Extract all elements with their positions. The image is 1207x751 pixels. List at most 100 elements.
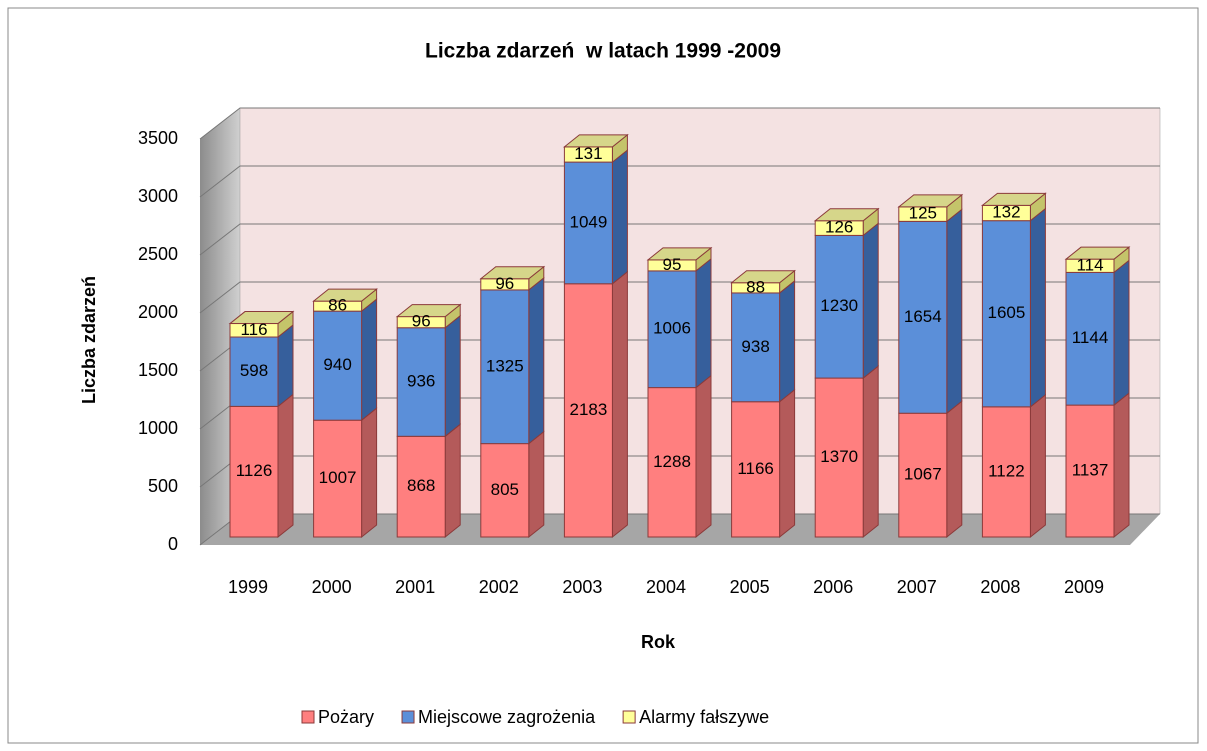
bar (647, 270, 697, 389)
x-tick-label: 2007 (897, 577, 937, 597)
x-tick-label: 2004 (646, 577, 686, 597)
data-label: 1288 (653, 452, 691, 471)
data-label: 116 (240, 320, 267, 339)
bar-top (813, 208, 880, 222)
data-label: 1654 (904, 307, 942, 326)
bar-top (646, 247, 713, 261)
x-tick-label: 2003 (562, 577, 602, 597)
x-tick-label: 2009 (1064, 577, 1104, 597)
bar (229, 336, 279, 407)
bar-top (730, 270, 797, 284)
bar-side (277, 393, 294, 539)
grid-line (199, 165, 1160, 198)
data-label: 1122 (988, 461, 1025, 480)
y-tick-label: 1000 (138, 418, 178, 438)
bar (898, 220, 948, 414)
data-label: 868 (407, 476, 435, 495)
bar-side (1029, 393, 1046, 539)
data-label: 938 (741, 337, 769, 356)
bar-side (1029, 207, 1046, 408)
data-label: 95 (663, 255, 682, 274)
data-label: 126 (825, 218, 853, 237)
bar-side (528, 276, 545, 445)
data-label: 1006 (653, 319, 691, 338)
data-label: 114 (1076, 255, 1103, 274)
bar-side (946, 208, 963, 415)
bar-top (479, 266, 546, 280)
data-label: 1007 (319, 468, 357, 487)
data-label: 1605 (987, 303, 1025, 322)
bar-side (277, 323, 294, 408)
y-axis-label: Liczba zdarzeń (79, 276, 99, 404)
x-tick-label: 2000 (312, 577, 352, 597)
bar-side (361, 298, 378, 422)
y-tick-label: 0 (168, 534, 178, 554)
legend-swatch (622, 710, 636, 724)
bar-side (528, 430, 545, 539)
bar-side (946, 400, 963, 539)
data-label: 96 (495, 274, 514, 293)
bar (480, 443, 530, 538)
data-label: 86 (328, 296, 347, 315)
y-tick-label: 3500 (138, 128, 178, 148)
bar (313, 310, 363, 421)
bar (731, 401, 781, 538)
bar-side (444, 314, 461, 438)
bar-top (1064, 246, 1131, 260)
bar (396, 327, 446, 437)
y-tick-label: 2500 (138, 244, 178, 264)
x-tick-label: 2002 (479, 577, 519, 597)
data-label: 1144 (1072, 328, 1109, 347)
bar-side (444, 423, 461, 539)
bar (981, 406, 1031, 538)
bar (480, 289, 530, 445)
data-label: 805 (491, 480, 519, 499)
bar-side (862, 222, 879, 380)
legend-label: Miejscowe zagrożenia (418, 707, 596, 727)
data-label: 1137 (1072, 461, 1109, 480)
bar-side (779, 279, 796, 403)
bar-side (779, 388, 796, 539)
legend-label: Pożary (318, 707, 374, 727)
x-tick-label: 2001 (395, 577, 435, 597)
legend-swatch (301, 710, 315, 724)
bar-side (1113, 392, 1130, 539)
grid-line (199, 107, 1160, 140)
data-label: 1370 (820, 447, 858, 466)
bar (313, 419, 363, 538)
chart-title: Liczba zdarzeń w latach 1999 -2009 (425, 40, 781, 63)
x-axis-label: Rok (641, 632, 676, 652)
bar (396, 435, 446, 538)
data-label: 125 (909, 204, 937, 223)
data-label: 1230 (820, 296, 858, 315)
bar-top (312, 288, 379, 302)
bar-top (897, 194, 964, 208)
bar (981, 220, 1031, 408)
bar (563, 161, 613, 285)
bar (814, 234, 864, 379)
bar (814, 377, 864, 538)
bar-side (1113, 259, 1130, 407)
bar-top (395, 304, 462, 318)
data-label: 2183 (569, 400, 607, 419)
bar-side (695, 257, 712, 389)
y-tick-label: 1500 (138, 360, 178, 380)
bar-top (980, 192, 1047, 206)
bar-side (611, 149, 628, 285)
data-label: 131 (574, 144, 602, 163)
data-label: 96 (412, 312, 431, 331)
data-label: 598 (240, 361, 268, 380)
data-label: 1166 (737, 459, 774, 478)
bar (647, 387, 697, 538)
legend-label: Alarmy fałszywe (639, 707, 769, 727)
bar-top (228, 311, 295, 325)
bar (229, 405, 279, 538)
data-label: 132 (992, 202, 1020, 221)
y-tick-label: 500 (148, 476, 178, 496)
x-tick-label: 2008 (980, 577, 1020, 597)
bar (1065, 271, 1115, 406)
data-label: 88 (746, 277, 765, 296)
x-tick-label: 2005 (730, 577, 770, 597)
x-tick-label: 1999 (228, 577, 268, 597)
data-label: 1325 (486, 356, 524, 375)
